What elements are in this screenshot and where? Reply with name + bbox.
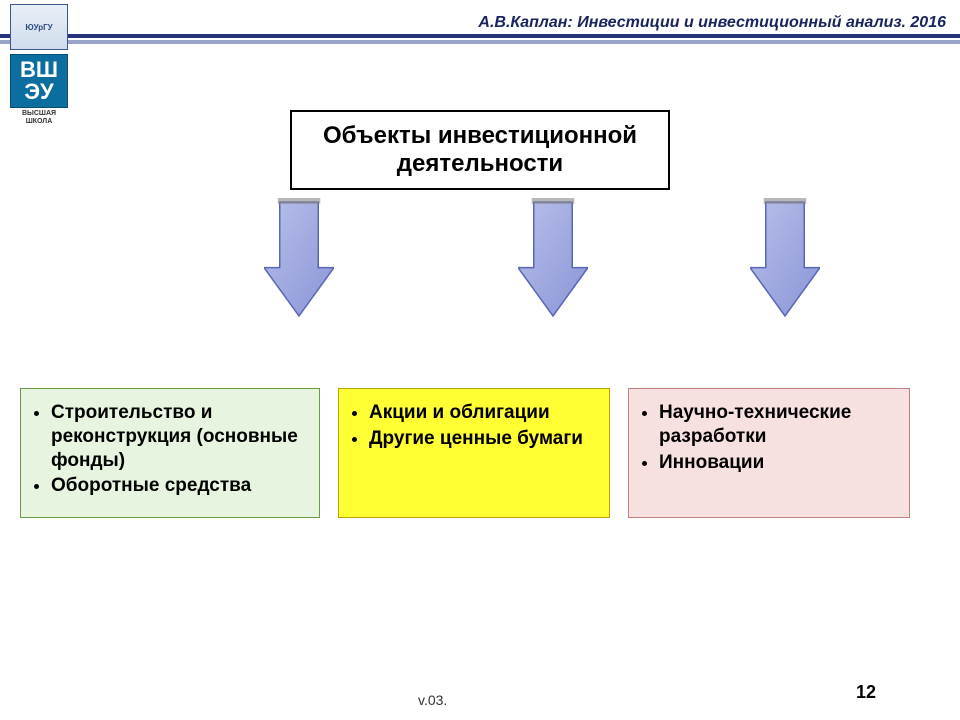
down-arrow-2 — [518, 198, 588, 318]
header-attribution: А.В.Каплан: Инвестиции и инвестиционный … — [478, 14, 946, 32]
university-logo-label: ЮУрГУ — [25, 23, 52, 32]
school-logo: ВШ ЭУ — [10, 54, 68, 108]
institution-logos: ЮУрГУ ВШ ЭУ ВЫСШАЯ ШКОЛА — [8, 4, 70, 125]
diagram-title-box: Объекты инвестиционной деятельности — [290, 110, 670, 190]
category-item: Инновации — [659, 451, 897, 475]
category-list: Научно-технические разработкиИнновации — [659, 401, 897, 474]
university-logo: ЮУрГУ — [10, 4, 68, 50]
category-item: Акции и облигации — [369, 401, 597, 425]
footer-version: v.03. — [418, 692, 447, 708]
diagram-title-text: Объекты инвестиционной деятельности — [302, 122, 658, 178]
category-box-2: Акции и облигацииДругие ценные бумаги — [338, 388, 610, 518]
down-arrow-1 — [264, 198, 334, 318]
down-arrow-3 — [750, 198, 820, 318]
page-number: 12 — [856, 682, 876, 703]
category-box-3: Научно-технические разработкиИнновации — [628, 388, 910, 518]
category-box-1: Строительство и реконструкция (основные … — [20, 388, 320, 518]
header-rule-2 — [0, 40, 960, 44]
school-logo-line1: ВШ — [20, 59, 58, 81]
category-list: Акции и облигацииДругие ценные бумаги — [369, 401, 597, 451]
school-logo-caption: ВЫСШАЯ ШКОЛА — [8, 110, 70, 125]
school-logo-line2: ЭУ — [24, 81, 53, 103]
category-list: Строительство и реконструкция (основные … — [51, 401, 307, 498]
category-item: Строительство и реконструкция (основные … — [51, 401, 307, 472]
category-item: Научно-технические разработки — [659, 401, 897, 449]
header-rule-1 — [0, 34, 960, 38]
category-item: Другие ценные бумаги — [369, 427, 597, 451]
category-item: Оборотные средства — [51, 474, 307, 498]
